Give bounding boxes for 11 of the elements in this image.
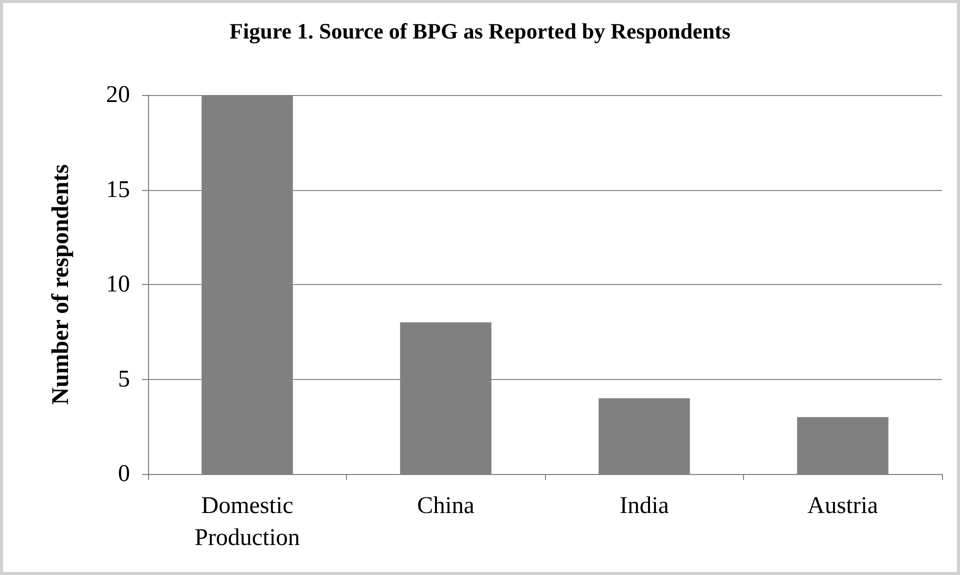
- y-tick-label: 5: [118, 366, 130, 392]
- y-tick-label: 20: [106, 82, 130, 108]
- y-tick-label: 0: [118, 461, 130, 487]
- x-tick-label: Domestic Production: [194, 493, 300, 551]
- x-tick-label: Austria: [807, 493, 878, 519]
- x-tick-label: India: [620, 493, 670, 519]
- y-tick-label: 15: [106, 176, 130, 203]
- x-tick-label: China: [417, 493, 475, 519]
- y-tick-label: 10: [106, 272, 130, 298]
- y-axis-title: Number of respondents: [48, 164, 74, 405]
- chart-title: Figure 1. Source of BPG as Reported by Respondents: [230, 18, 731, 44]
